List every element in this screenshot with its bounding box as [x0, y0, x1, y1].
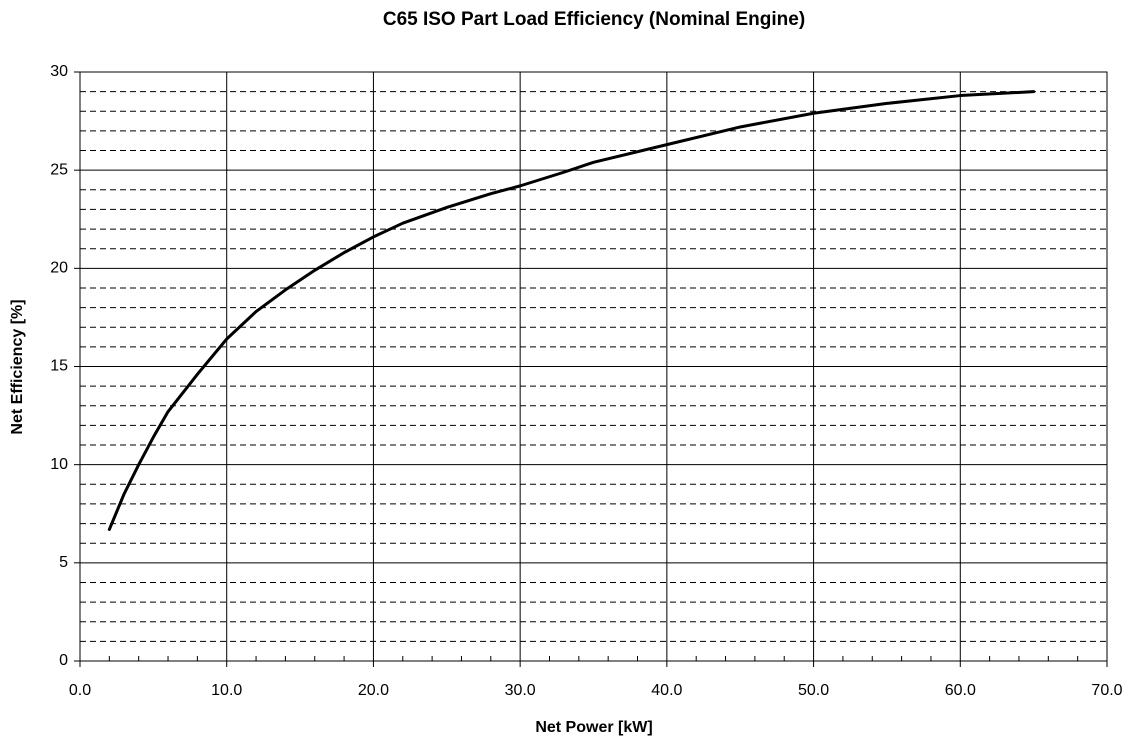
x-axis-label: Net Power [kW]	[535, 719, 652, 736]
y-tick-label: 10	[50, 456, 68, 473]
y-tick-label: 20	[50, 260, 68, 277]
y-tick-label: 30	[50, 63, 68, 80]
x-tick-label: 60.0	[945, 682, 976, 699]
y-tick-label: 5	[59, 554, 68, 571]
x-tick-label: 30.0	[505, 682, 536, 699]
y-axis-label: Net Efficiency [%]	[9, 299, 26, 434]
x-tick-label: 70.0	[1091, 682, 1122, 699]
x-tick-label: 50.0	[798, 682, 829, 699]
data-line	[107, 90, 1036, 531]
y-tick-label: 25	[50, 161, 68, 178]
x-tick-label: 40.0	[651, 682, 682, 699]
plot-frame	[79, 71, 1108, 662]
y-tick-label: 15	[50, 358, 68, 375]
x-tick-label: 20.0	[358, 682, 389, 699]
y-tick-label: 0	[59, 652, 68, 669]
x-tick-label: 0.0	[69, 682, 91, 699]
x-tick-label: 10.0	[211, 682, 242, 699]
chart-title: C65 ISO Part Load Efficiency (Nominal En…	[383, 9, 805, 30]
